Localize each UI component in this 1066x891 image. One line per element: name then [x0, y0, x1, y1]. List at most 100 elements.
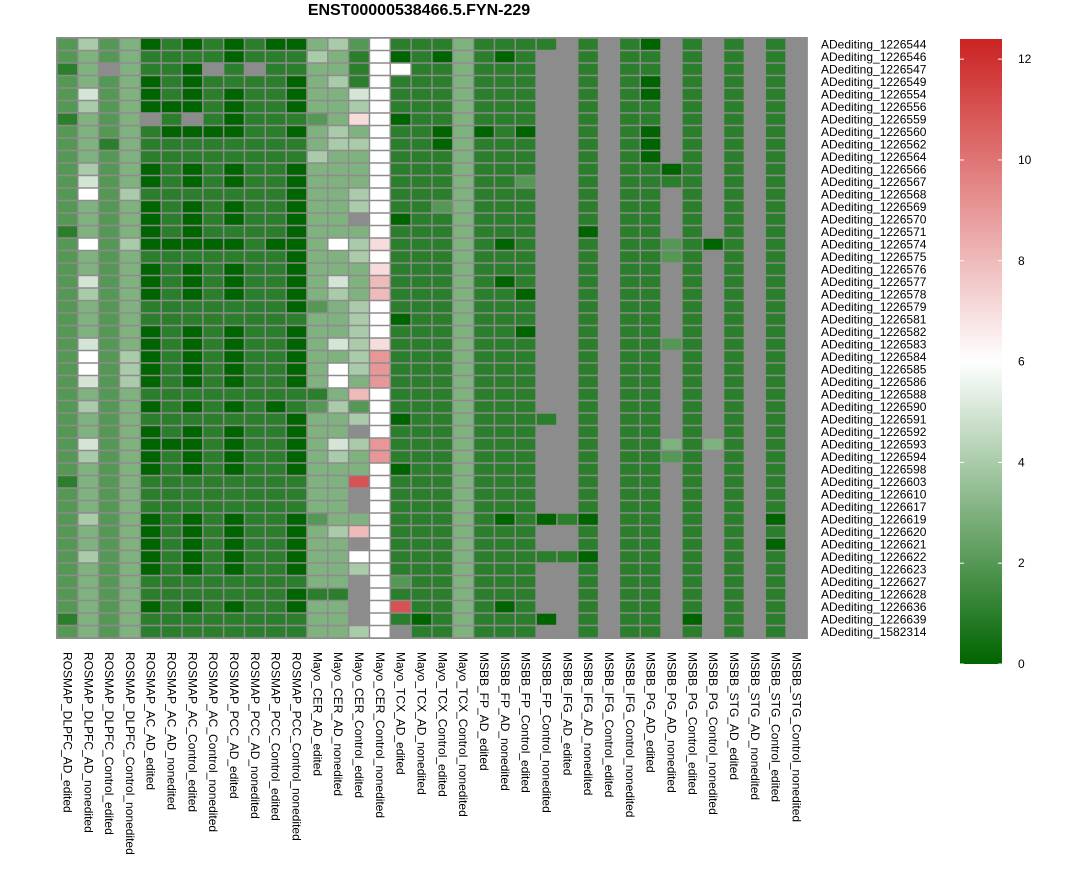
heatmap-cell	[765, 163, 786, 175]
heatmap-cell	[370, 188, 390, 200]
heatmap-cell	[120, 313, 140, 325]
heatmap-cell	[599, 138, 619, 150]
heatmap-cell	[599, 163, 619, 175]
heatmap-cell	[391, 163, 411, 175]
heatmap-cell	[245, 626, 265, 638]
heatmap-cell	[432, 426, 453, 438]
heatmap-cell	[578, 151, 598, 163]
column-label: MSBB_PG_AD_edited	[644, 652, 658, 773]
heatmap-cell	[453, 501, 473, 513]
heatmap-cell	[370, 388, 390, 400]
heatmap-cell	[599, 226, 619, 238]
heatmap-cell	[370, 63, 390, 75]
heatmap-cell	[786, 588, 807, 600]
heatmap-cell	[786, 313, 807, 325]
heatmap-cell	[349, 438, 369, 450]
heatmap-cell	[349, 213, 369, 225]
heatmap-cell	[703, 351, 723, 363]
heatmap-cell	[786, 226, 807, 238]
column-label: ROSMAP_PCC_Control_nonedited	[290, 652, 304, 841]
heatmap-cell	[328, 538, 348, 550]
heatmap-cell	[578, 288, 598, 300]
heatmap-cell	[245, 38, 265, 50]
heatmap-cell	[266, 513, 286, 525]
heatmap-cell	[620, 151, 640, 163]
heatmap-cell	[266, 626, 286, 638]
heatmap-cell	[286, 176, 307, 188]
heatmap-cell	[120, 438, 140, 450]
heatmap-cell	[453, 588, 473, 600]
heatmap-cell	[661, 538, 682, 550]
heatmap-cell	[516, 613, 536, 625]
heatmap-cell	[224, 226, 244, 238]
heatmap-cell	[141, 176, 161, 188]
heatmap-cell	[57, 376, 78, 388]
heatmap-cell	[557, 138, 577, 150]
heatmap-cell	[453, 538, 473, 550]
heatmap-cell	[786, 401, 807, 413]
heatmap-cell	[286, 438, 307, 450]
heatmap-cell	[724, 626, 744, 638]
heatmap-cell	[599, 476, 619, 488]
heatmap-cell	[432, 251, 453, 263]
row-label: ADediting_1226571	[821, 225, 927, 239]
heatmap-cell	[328, 626, 348, 638]
heatmap-cell	[224, 426, 244, 438]
heatmap-cell	[661, 476, 682, 488]
heatmap-cell	[328, 201, 348, 213]
heatmap-cell	[745, 263, 765, 275]
heatmap-cell	[99, 38, 119, 50]
heatmap-cell	[474, 388, 494, 400]
heatmap-cell	[99, 526, 119, 538]
heatmap-cell	[161, 226, 182, 238]
heatmap-cell	[599, 338, 619, 350]
heatmap-cell	[161, 588, 182, 600]
heatmap-cell	[661, 76, 682, 88]
heatmap-cell	[765, 451, 786, 463]
heatmap-cell	[557, 488, 577, 500]
heatmap-cell	[536, 476, 557, 488]
heatmap-cell	[453, 451, 473, 463]
heatmap-cell	[224, 288, 244, 300]
heatmap-cell	[245, 413, 265, 425]
heatmap-cell	[57, 613, 78, 625]
heatmap-cell	[120, 463, 140, 475]
heatmap-cell	[620, 426, 640, 438]
heatmap-cell	[640, 201, 661, 213]
heatmap-cell	[474, 426, 494, 438]
heatmap-cell	[599, 238, 619, 250]
heatmap-cell	[516, 463, 536, 475]
heatmap-cell	[516, 413, 536, 425]
heatmap-cell	[557, 463, 577, 475]
heatmap-cell	[578, 426, 598, 438]
heatmap-cell	[182, 401, 203, 413]
heatmap-cell	[266, 351, 286, 363]
heatmap-cell	[307, 476, 328, 488]
heatmap-cell	[161, 151, 182, 163]
heatmap-cell	[786, 126, 807, 138]
heatmap-cell	[786, 501, 807, 513]
heatmap-cell	[453, 176, 473, 188]
heatmap-cell	[432, 351, 453, 363]
heatmap-cell	[745, 88, 765, 100]
heatmap-cell	[141, 338, 161, 350]
heatmap-cell	[307, 351, 328, 363]
heatmap-cell	[328, 51, 348, 63]
heatmap-cell	[786, 388, 807, 400]
chart-title: ENST00000538466.5.FYN-229	[308, 2, 530, 19]
heatmap-cell	[245, 226, 265, 238]
heatmap-cell	[391, 363, 411, 375]
heatmap-cell	[661, 213, 682, 225]
heatmap-cell	[411, 576, 432, 588]
heatmap-cell	[516, 213, 536, 225]
heatmap-cell	[474, 126, 494, 138]
heatmap-cell	[224, 101, 244, 113]
heatmap-cell	[640, 626, 661, 638]
heatmap-cell	[391, 376, 411, 388]
heatmap-cell	[203, 488, 223, 500]
heatmap-cell	[474, 438, 494, 450]
heatmap-cell	[682, 401, 702, 413]
heatmap-cell	[495, 488, 515, 500]
heatmap-cell	[370, 501, 390, 513]
heatmap-cell	[724, 276, 744, 288]
